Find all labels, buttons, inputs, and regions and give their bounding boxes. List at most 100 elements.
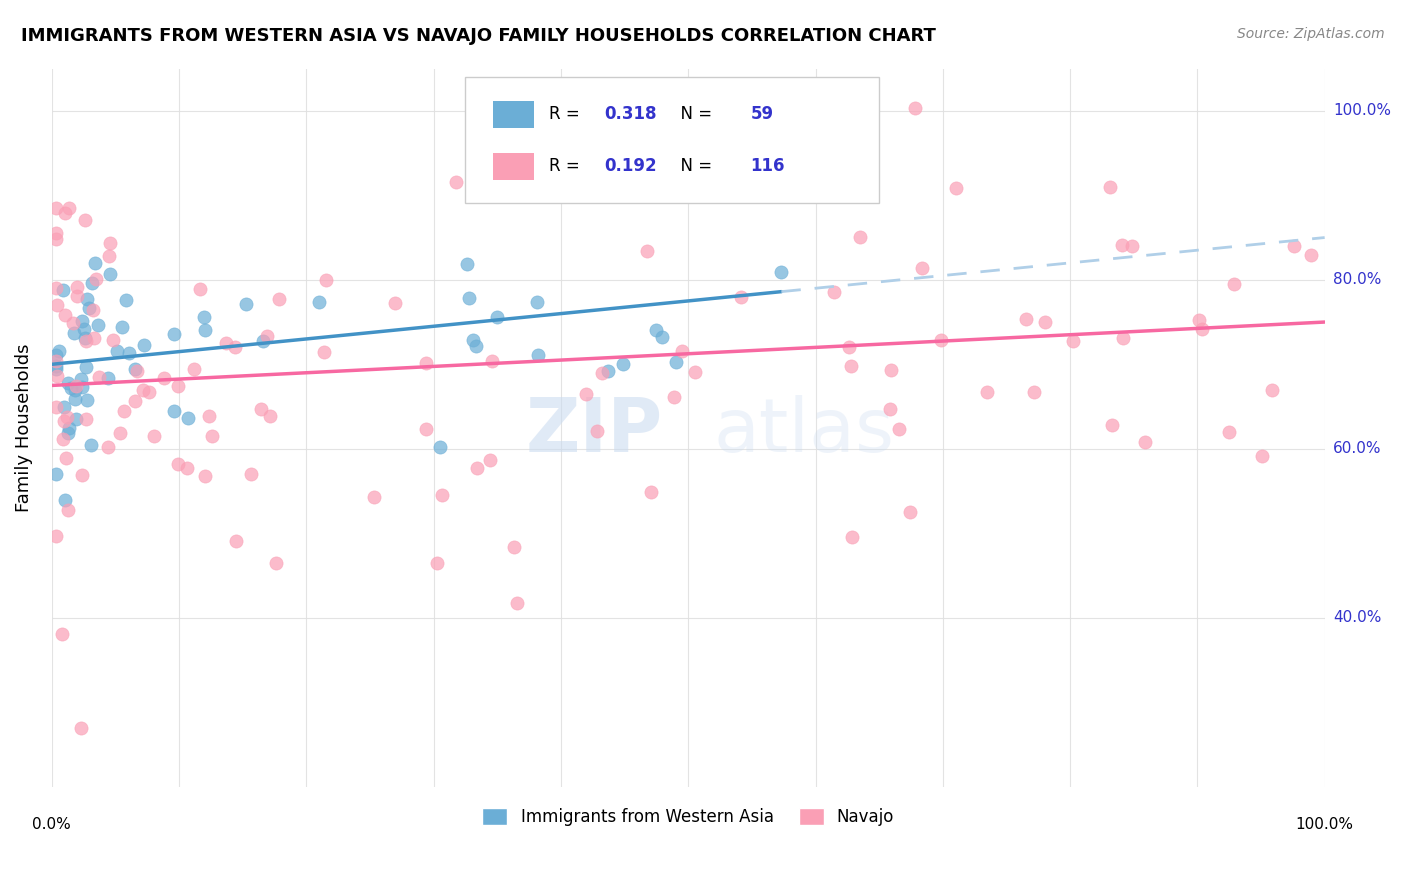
Point xyxy=(645,323,668,337)
Text: 100.0%: 100.0% xyxy=(1333,103,1391,119)
Point xyxy=(1261,384,1284,398)
Point xyxy=(45,362,67,376)
Point xyxy=(904,101,927,115)
Point xyxy=(45,201,67,215)
Point xyxy=(194,469,217,483)
Point xyxy=(823,285,845,299)
Point xyxy=(526,295,548,310)
Point xyxy=(45,232,67,246)
Point xyxy=(194,323,217,337)
Point xyxy=(224,340,246,354)
Point xyxy=(98,267,121,281)
Point xyxy=(73,331,96,345)
Point xyxy=(1135,434,1157,449)
Point xyxy=(1099,180,1122,194)
Point xyxy=(132,383,155,397)
Point xyxy=(730,290,752,304)
Point xyxy=(651,330,673,344)
Point xyxy=(1111,237,1133,252)
Point xyxy=(1250,450,1272,464)
Point xyxy=(45,354,67,368)
Point xyxy=(83,330,105,344)
Text: 60.0%: 60.0% xyxy=(1333,442,1382,457)
Point xyxy=(45,226,67,240)
Point xyxy=(463,333,485,347)
Point xyxy=(124,393,146,408)
Point xyxy=(101,334,124,348)
Point xyxy=(153,371,176,385)
Point xyxy=(527,348,550,362)
Point xyxy=(63,326,86,341)
Point xyxy=(481,354,503,368)
Point xyxy=(1112,331,1135,345)
Point xyxy=(426,556,449,570)
Text: N =: N = xyxy=(671,105,717,123)
Point xyxy=(415,356,437,370)
Point xyxy=(53,492,76,507)
Text: 80.0%: 80.0% xyxy=(1333,272,1381,287)
Point xyxy=(976,384,998,399)
Point xyxy=(308,295,330,310)
Point xyxy=(63,383,86,397)
Point xyxy=(72,380,94,394)
Point xyxy=(111,319,134,334)
Point xyxy=(76,392,98,407)
Point xyxy=(75,359,97,374)
FancyBboxPatch shape xyxy=(494,153,534,180)
Point xyxy=(80,438,103,452)
Point xyxy=(66,280,89,294)
Point xyxy=(838,340,860,354)
Point xyxy=(112,404,135,418)
Point xyxy=(52,400,75,414)
Point xyxy=(215,335,238,350)
Point xyxy=(105,343,128,358)
Point xyxy=(56,376,79,390)
Point xyxy=(1187,313,1209,327)
Point xyxy=(62,316,84,330)
Text: Source: ZipAtlas.com: Source: ZipAtlas.com xyxy=(1237,27,1385,41)
Point xyxy=(250,401,273,416)
Point xyxy=(55,205,77,219)
Point xyxy=(457,292,479,306)
Point xyxy=(1062,334,1084,349)
Text: R =: R = xyxy=(550,105,585,123)
Point xyxy=(70,372,93,386)
Point xyxy=(56,503,79,517)
Point xyxy=(456,257,478,271)
Point xyxy=(264,557,287,571)
Point xyxy=(65,412,87,426)
Point xyxy=(1282,239,1305,253)
Point xyxy=(138,384,160,399)
Point xyxy=(79,301,101,315)
Text: 0.0%: 0.0% xyxy=(32,817,72,832)
Point xyxy=(429,440,451,454)
Point xyxy=(267,292,290,306)
Point xyxy=(45,529,67,543)
Point xyxy=(575,387,598,401)
Text: R =: R = xyxy=(550,157,585,175)
Point xyxy=(198,409,221,424)
Legend: Immigrants from Western Asia, Navajo: Immigrants from Western Asia, Navajo xyxy=(475,801,901,832)
Point xyxy=(1301,248,1323,262)
Point xyxy=(142,428,165,442)
Point xyxy=(45,400,67,414)
Point xyxy=(163,403,186,417)
Text: 0.318: 0.318 xyxy=(605,105,657,123)
Point xyxy=(45,359,67,373)
Text: ZIP: ZIP xyxy=(526,395,662,468)
Point xyxy=(183,361,205,376)
Text: 40.0%: 40.0% xyxy=(1333,610,1381,625)
Point xyxy=(163,327,186,342)
Point xyxy=(59,381,82,395)
Point xyxy=(502,540,524,554)
Text: N =: N = xyxy=(671,157,717,175)
Point xyxy=(65,392,87,407)
Point xyxy=(75,334,97,348)
Point xyxy=(256,328,278,343)
Point xyxy=(612,357,634,371)
Point xyxy=(1033,315,1056,329)
Point xyxy=(53,308,76,322)
Point xyxy=(887,422,910,436)
Point xyxy=(430,488,453,502)
Point xyxy=(45,467,67,481)
